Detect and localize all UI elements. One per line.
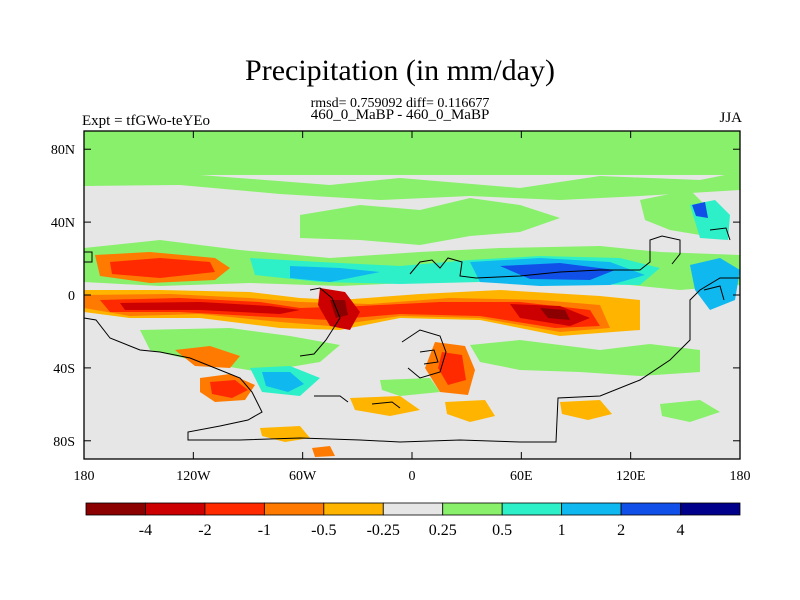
anomaly-region-11 [692,202,708,218]
anomaly-region-36 [660,400,720,422]
coastline-0 [84,251,93,263]
x-tick-label: 0 [409,469,416,484]
colorbar-swatch [620,502,681,516]
colorbar-label: -1 [258,522,271,539]
coastline-8 [709,227,731,241]
colorbar-swatch [85,502,146,516]
colorbar-swatch [501,502,563,516]
season-label: JJA [719,110,742,126]
anomaly-region-22 [140,328,340,372]
anomaly-region-32 [560,400,612,420]
anomaly-region-27 [210,380,248,398]
anomaly-region-31 [445,400,495,422]
x-axis: 180 120W 60W 0 60E 120E 180 [74,131,751,484]
anomaly-region-24 [262,372,304,392]
anomaly-region-13 [110,258,215,278]
colorbar-label: 2 [617,522,625,539]
colorbar-swatch [442,502,503,516]
y-tick-label: 0 [68,289,75,304]
coastline-9 [703,285,725,301]
x-tick-label: 180 [74,469,95,484]
colorbar-swatch [561,502,622,516]
anomaly-region-9 [690,258,740,310]
anomaly-region-29 [438,352,466,385]
colorbar-label: -0.25 [367,522,400,539]
x-tick-label: 60E [510,469,533,484]
anomaly-region-3 [640,190,710,235]
anomaly-region-37 [312,446,335,457]
colorbar-label: 4 [677,522,685,539]
coastline-3 [299,287,341,357]
colorbar-label: 1 [558,522,566,539]
coastlines [84,227,740,443]
coastline-6 [314,395,349,403]
anomaly-region-35 [380,378,440,396]
colorbar-swatch [263,502,325,516]
coastline-1 [84,277,740,443]
anomaly-region-17 [120,302,300,314]
x-tick-label: 120E [616,469,646,484]
anomaly-region-0 [84,131,740,175]
anomaly-region-1 [84,170,740,200]
x-tick-label: 60W [289,469,317,484]
y-tick-label: 40N [51,216,75,231]
colorbar-swatch [382,502,444,516]
chart-subtitle: rmsd= 0.759092 diff= 0.116677 [310,96,490,111]
y-tick-label: 40S [53,362,75,377]
chart-subtitle-case: 460_0_MaBP - 460_0_MaBP [310,107,490,123]
x-tick-label: 180 [730,469,751,484]
colorbar-label: 0.25 [429,522,457,539]
anomaly-region-21 [540,308,570,320]
colorbar-swatch [204,502,265,516]
anomaly-region-25 [175,346,240,368]
y-tick-label: 80N [51,143,75,158]
y-tick-label: 80S [53,435,75,450]
coastline-2 [409,235,681,279]
anomaly-region-6 [290,266,380,282]
anomaly-region-8 [500,263,615,280]
precipitation-field [84,131,740,457]
experiment-label: Expt = tfGWo-teYEo [82,113,211,129]
anomaly-region-30 [350,396,420,416]
y-axis: 80N 40N 0 40S 80S [51,143,740,450]
colorbar-swatch [145,502,206,516]
chart-title: Precipitation (in mm/day) [245,54,555,87]
colorbar-label: -0.5 [311,522,336,539]
colorbar-label: -4 [139,522,152,539]
coastline-5 [419,349,439,365]
x-tick-label: 120W [176,469,211,484]
anomaly-region-2 [300,198,560,245]
colorbar: -4 -2 -1 -0.5 -0.25 0.25 0.5 1 2 4 [85,502,741,539]
coastline-4 [401,329,447,379]
colorbar-label: -2 [198,522,211,539]
colorbar-swatch [323,502,384,516]
anomaly-region-34 [470,340,700,376]
colorbar-swatch [680,502,741,516]
colorbar-label: 0.5 [492,522,512,539]
coastline-7 [371,401,401,409]
